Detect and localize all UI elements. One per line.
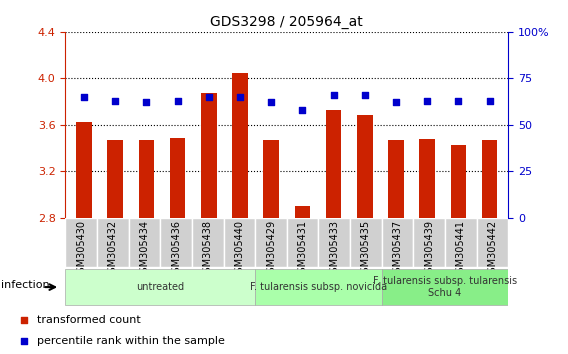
Bar — [350, 218, 382, 267]
Bar — [445, 218, 477, 267]
Point — [80, 94, 89, 100]
Title: GDS3298 / 205964_at: GDS3298 / 205964_at — [211, 16, 363, 29]
Text: GSM305437: GSM305437 — [392, 220, 403, 279]
Text: GSM305431: GSM305431 — [298, 220, 308, 279]
Text: GSM305438: GSM305438 — [203, 220, 213, 279]
Bar — [382, 269, 508, 306]
Bar — [160, 218, 192, 267]
Bar — [255, 218, 287, 267]
Point — [329, 92, 338, 98]
Bar — [477, 218, 508, 267]
Bar — [482, 140, 498, 218]
Point — [454, 98, 463, 103]
Bar — [287, 218, 319, 267]
Point — [485, 98, 494, 103]
Bar — [232, 73, 248, 218]
Bar — [97, 218, 128, 267]
Point — [298, 107, 307, 113]
Bar — [192, 218, 224, 267]
Bar — [128, 218, 160, 267]
Bar — [357, 115, 373, 218]
Bar — [264, 140, 279, 218]
Point — [236, 94, 245, 100]
Text: GSM305433: GSM305433 — [329, 220, 339, 279]
Text: GSM305442: GSM305442 — [487, 220, 498, 279]
Text: F. tularensis subsp. tularensis
Schu 4: F. tularensis subsp. tularensis Schu 4 — [373, 276, 517, 298]
Bar — [139, 140, 154, 218]
Point — [204, 94, 214, 100]
Point — [423, 98, 432, 103]
Bar — [65, 269, 255, 306]
Text: untreated: untreated — [136, 282, 185, 292]
Bar — [419, 139, 435, 218]
Text: GSM305439: GSM305439 — [424, 220, 435, 279]
Point — [142, 100, 151, 105]
Text: GSM305441: GSM305441 — [456, 220, 466, 279]
Text: GSM305432: GSM305432 — [108, 220, 118, 279]
Text: transformed count: transformed count — [36, 315, 140, 325]
Text: infection: infection — [1, 280, 50, 290]
Bar — [107, 140, 123, 218]
Bar — [65, 218, 97, 267]
Bar — [170, 138, 185, 218]
Bar — [382, 218, 414, 267]
Text: percentile rank within the sample: percentile rank within the sample — [36, 336, 224, 346]
Text: GSM305435: GSM305435 — [361, 220, 371, 279]
Text: GSM305434: GSM305434 — [139, 220, 149, 279]
Point — [111, 98, 120, 103]
Bar — [319, 218, 350, 267]
Bar — [224, 218, 255, 267]
Text: GSM305440: GSM305440 — [235, 220, 244, 279]
Bar — [450, 144, 466, 218]
Text: GSM305430: GSM305430 — [76, 220, 86, 279]
Text: GSM305436: GSM305436 — [171, 220, 181, 279]
Point — [267, 100, 276, 105]
Point — [173, 98, 182, 103]
Point — [19, 338, 28, 344]
Bar — [76, 122, 92, 218]
Point — [19, 317, 28, 323]
Point — [360, 92, 369, 98]
Bar — [255, 269, 382, 306]
Bar — [326, 110, 341, 218]
Bar — [201, 93, 216, 218]
Bar — [295, 206, 310, 218]
Bar — [414, 218, 445, 267]
Text: F. tularensis subsp. novicida: F. tularensis subsp. novicida — [250, 282, 387, 292]
Bar — [389, 140, 404, 218]
Point — [391, 100, 400, 105]
Text: GSM305429: GSM305429 — [266, 220, 276, 279]
